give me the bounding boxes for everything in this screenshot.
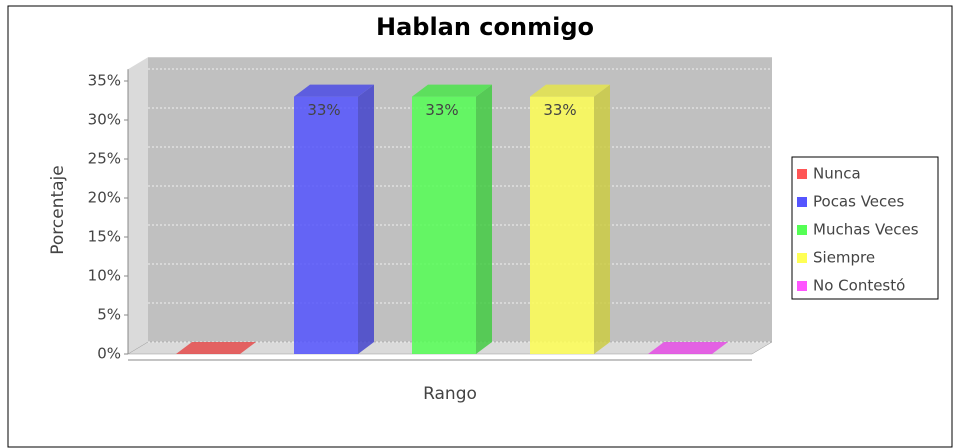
bar — [176, 342, 256, 354]
legend-swatch — [797, 169, 807, 179]
value-label: 33% — [543, 101, 576, 119]
legend-label: Muchas Veces — [813, 221, 919, 239]
y-tick-label: 10% — [88, 267, 121, 285]
bar-face — [412, 96, 476, 354]
y-tick-label: 25% — [88, 150, 121, 168]
value-label: 33% — [425, 101, 458, 119]
bar-face — [594, 84, 610, 354]
y-tick-label: 0% — [97, 345, 121, 363]
bar-face — [176, 342, 256, 354]
bar-face — [294, 96, 358, 354]
y-tick-label: 20% — [88, 189, 121, 207]
bar-face — [412, 84, 492, 97]
bar — [294, 84, 374, 354]
y-tick-label: 5% — [97, 306, 121, 324]
left-wall — [128, 57, 148, 355]
bar-face — [648, 342, 728, 354]
legend-swatch — [797, 281, 807, 291]
legend-label: No Contestó — [813, 277, 905, 295]
bar-face — [412, 84, 492, 97]
x-axis-label: Rango — [423, 384, 477, 404]
bar-face — [294, 84, 374, 97]
bar — [412, 84, 492, 354]
legend-label: Nunca — [813, 165, 861, 183]
y-tick-label: 30% — [88, 111, 121, 129]
y-tick-label: 35% — [88, 72, 121, 90]
bar-face — [648, 342, 728, 354]
bar-face — [594, 84, 610, 354]
bar-face — [294, 84, 374, 97]
legend-label: Pocas Veces — [813, 193, 905, 211]
legend-swatch — [797, 197, 807, 207]
bar-face — [476, 84, 492, 354]
legend-swatch — [797, 225, 807, 235]
bar-face — [530, 84, 610, 97]
bar-face — [358, 84, 374, 354]
bar-face — [476, 84, 492, 354]
value-label: 33% — [307, 101, 340, 119]
bar-face — [176, 342, 256, 354]
bar — [530, 84, 610, 354]
legend-label: Siempre — [813, 249, 875, 267]
bar-face — [530, 96, 594, 354]
chart-title: Hablan conmigo — [376, 13, 594, 41]
legend-swatch — [797, 253, 807, 263]
bar-face — [530, 84, 610, 97]
bar — [648, 342, 728, 354]
y-tick-label: 15% — [88, 228, 121, 246]
y-axis-label: Porcentaje — [48, 165, 68, 255]
legend-box — [791, 156, 939, 300]
bar-face — [358, 84, 374, 354]
